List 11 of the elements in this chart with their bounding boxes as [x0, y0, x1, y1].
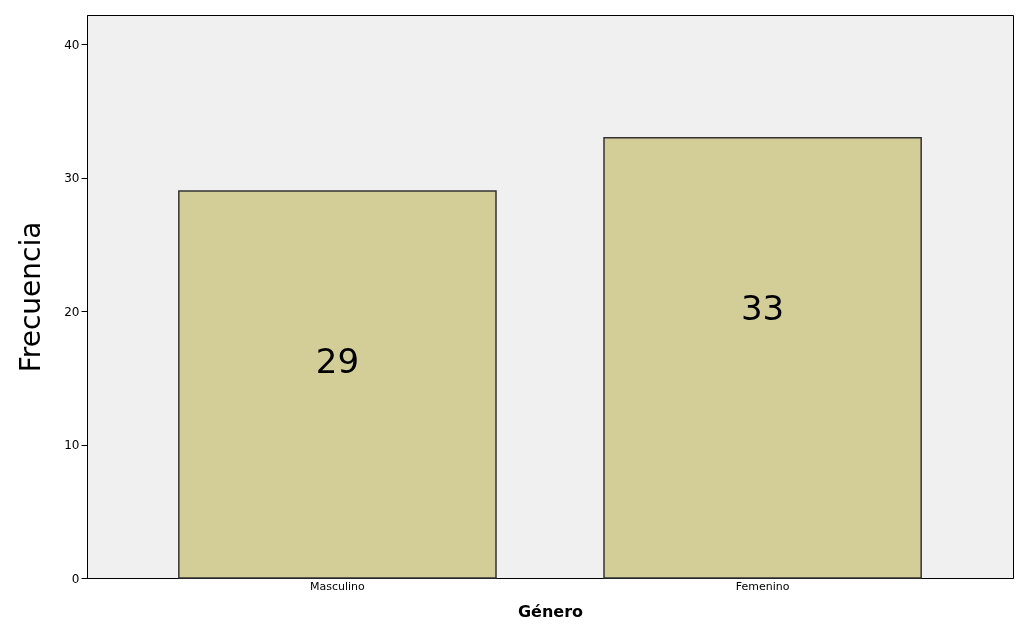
y-axis-title: Frecuencia: [14, 221, 48, 373]
y-tick-label: 40: [64, 37, 80, 52]
y-tick-label: 10: [64, 438, 80, 453]
x-tick-label: Femenino: [735, 579, 790, 593]
data-label: 33: [740, 287, 785, 328]
y-tick-label: 20: [64, 304, 80, 319]
y-tick-label: 0: [71, 571, 80, 586]
x-tick-label: Masculino: [310, 579, 366, 593]
data-label: 29: [315, 341, 360, 382]
y-tick-label: 30: [64, 171, 80, 186]
x-axis-title: Género: [517, 601, 584, 621]
